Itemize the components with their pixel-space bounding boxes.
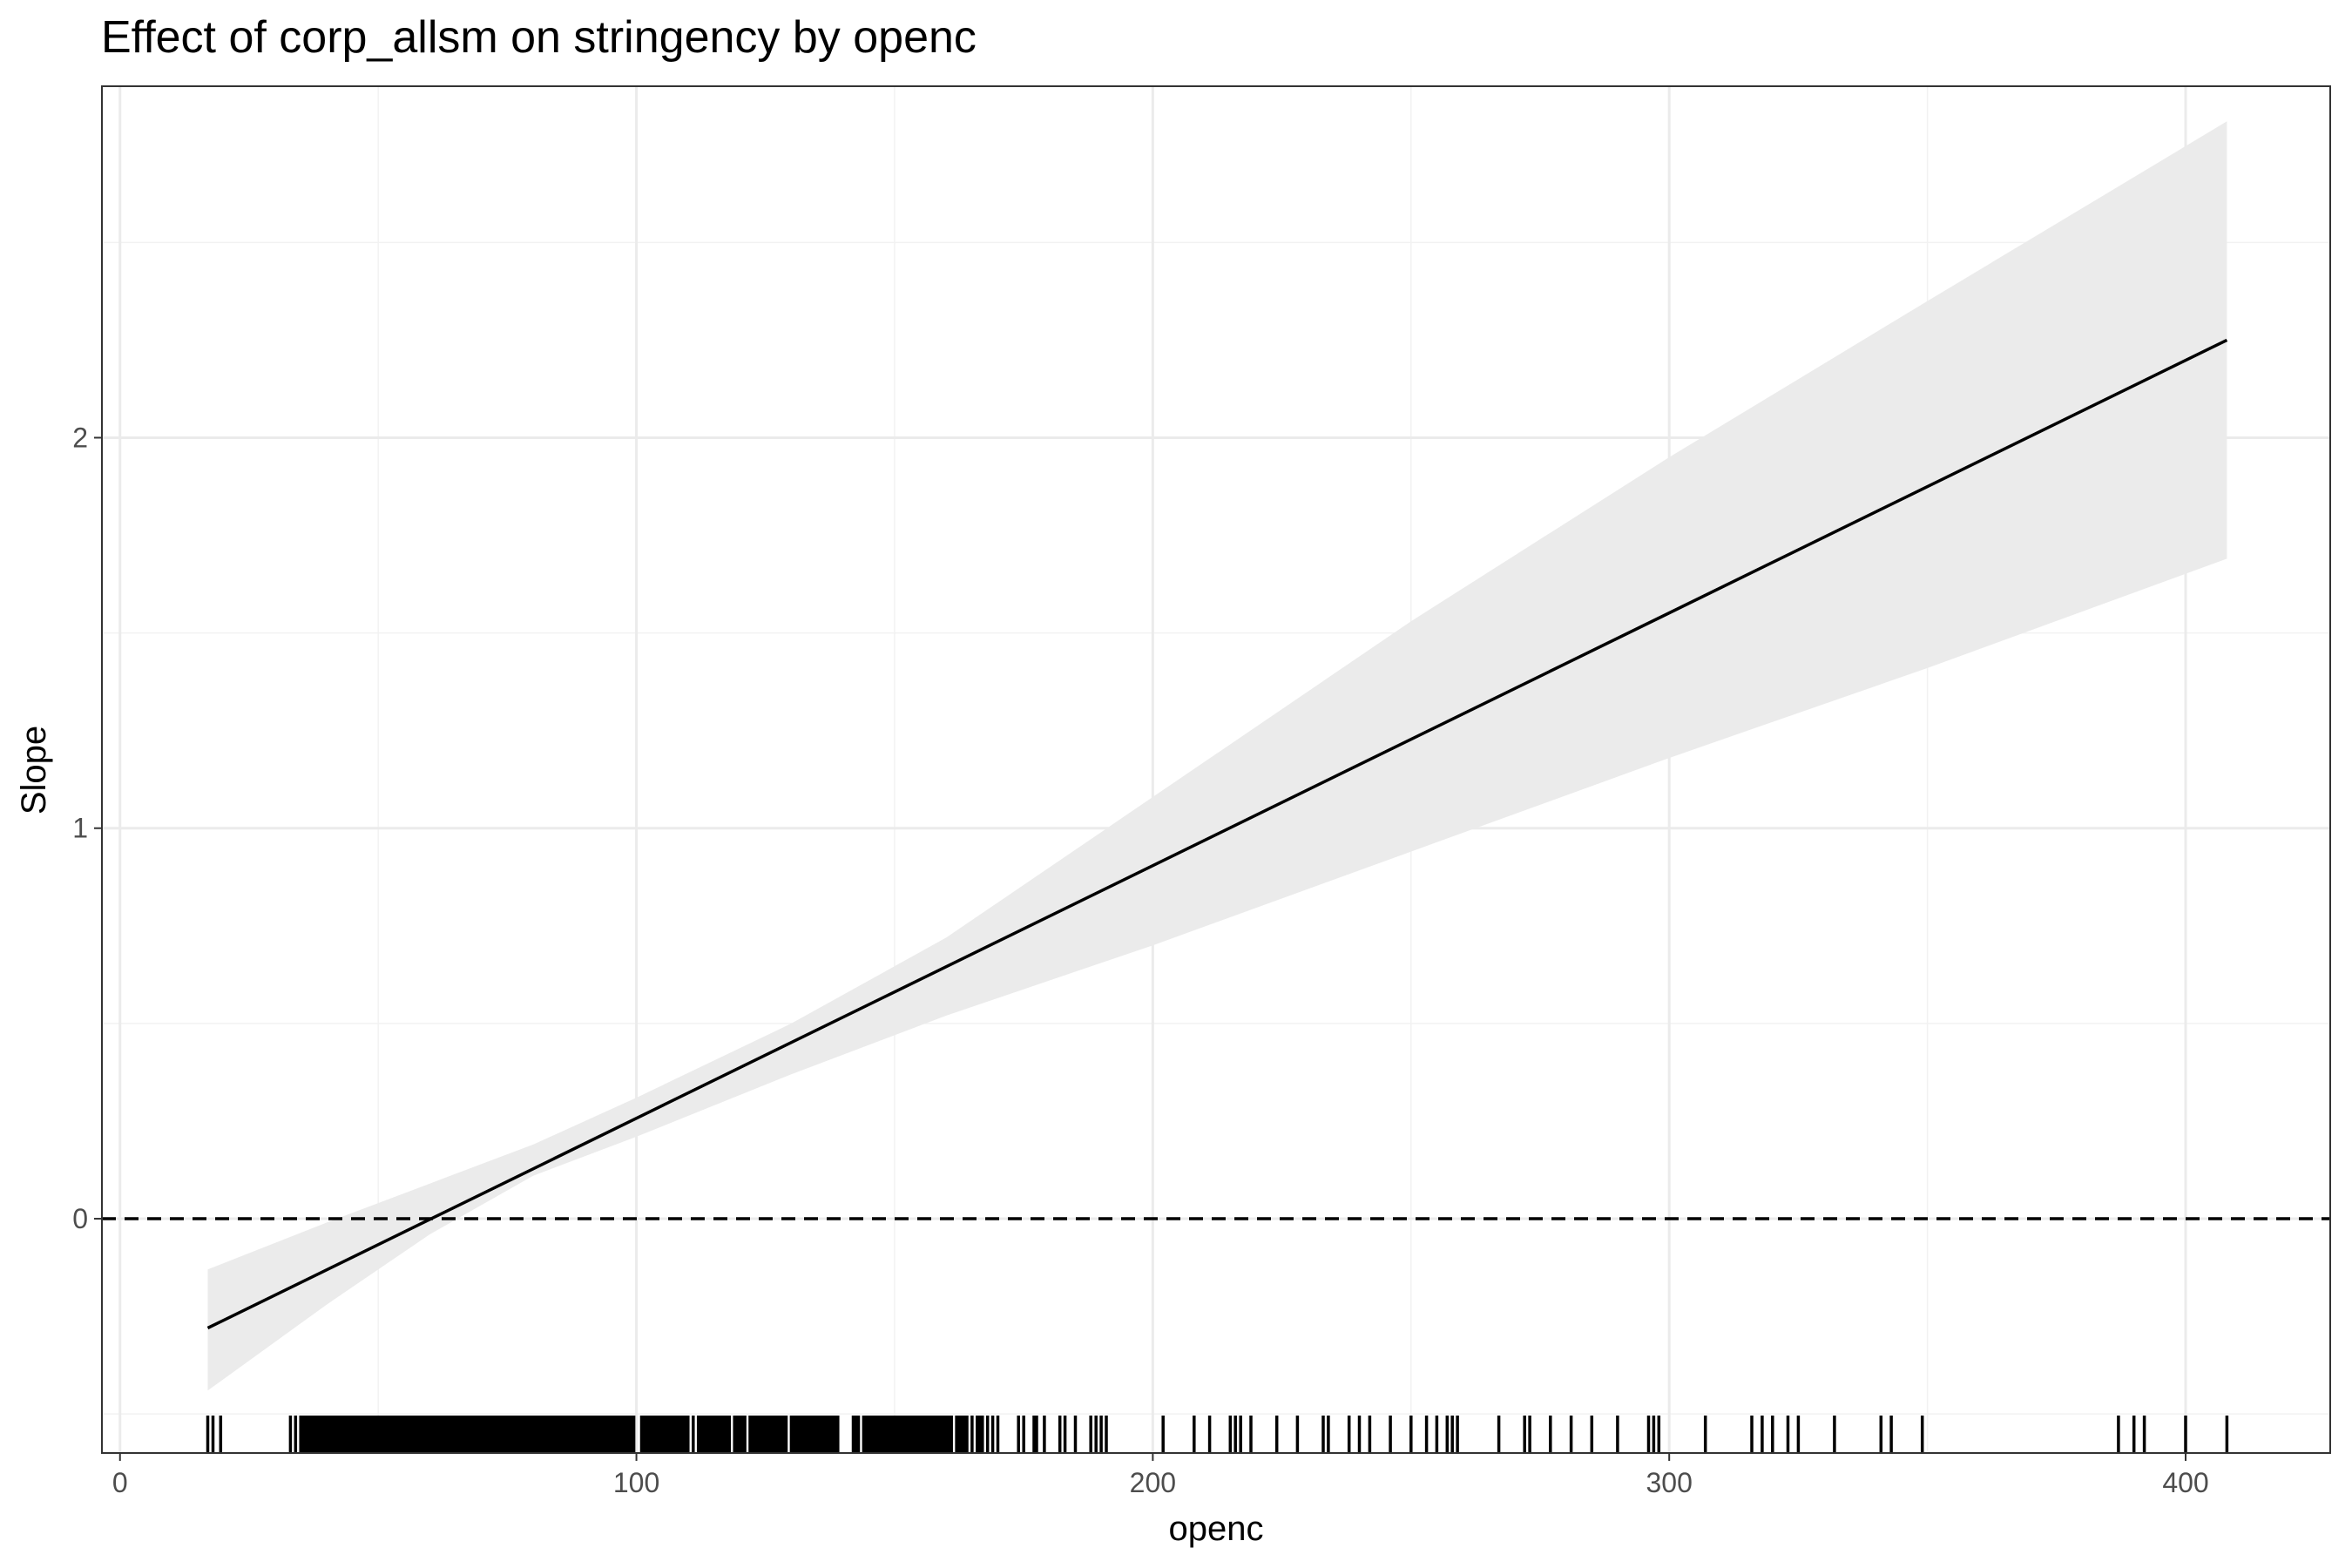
y-axis: 0 1 2 [72, 422, 102, 1234]
plot-border [101, 85, 2331, 1454]
y-tick-label: 1 [72, 813, 88, 844]
x-tick-label: 0 [112, 1467, 128, 1498]
slope-line-0 [206, 338, 2228, 1330]
y-tick-label: 2 [72, 422, 88, 453]
x-axis-title: openc [1169, 1510, 1264, 1548]
x-tick-label: 400 [2162, 1467, 2208, 1498]
x-tick-label: 100 [613, 1467, 659, 1498]
y-tick-label: 0 [72, 1203, 88, 1234]
x-tick-label: 300 [1646, 1467, 1693, 1498]
rug-marks [206, 1416, 2229, 1453]
chart-title: Effect of corp_allsm on stringency by op… [101, 12, 977, 63]
slope-lines [206, 338, 2228, 1330]
x-axis: 0 100 200 300 400 [112, 1453, 2209, 1498]
x-tick-label: 200 [1130, 1467, 1176, 1498]
confidence-band [207, 121, 2227, 1391]
y-axis-title: Slope [15, 726, 53, 814]
